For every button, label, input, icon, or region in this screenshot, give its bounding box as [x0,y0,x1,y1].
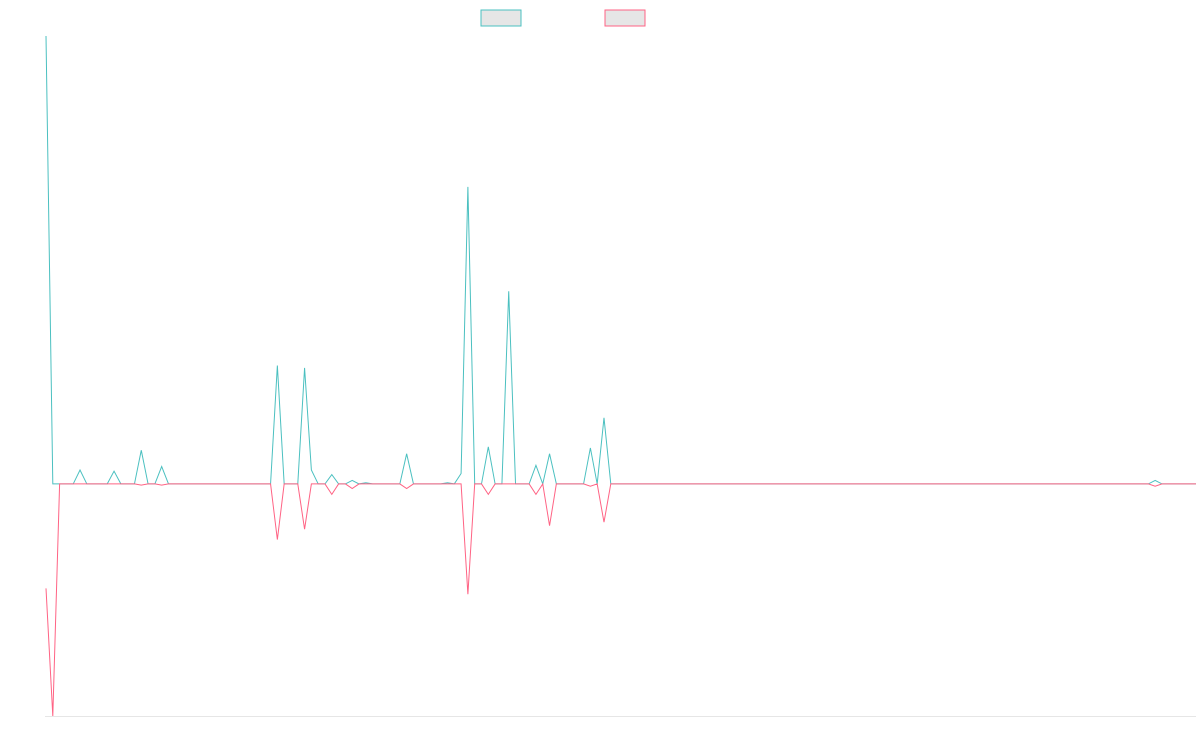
legend-item-series-a[interactable] [480,9,522,27]
series-layer [45,35,1196,717]
legend [480,9,646,27]
legend-swatch-series-a [480,9,522,27]
legend-item-series-b[interactable] [604,9,646,27]
series-line-b [45,482,1196,717]
series-line-a [45,35,1196,486]
legend-swatch-series-b [604,9,646,27]
